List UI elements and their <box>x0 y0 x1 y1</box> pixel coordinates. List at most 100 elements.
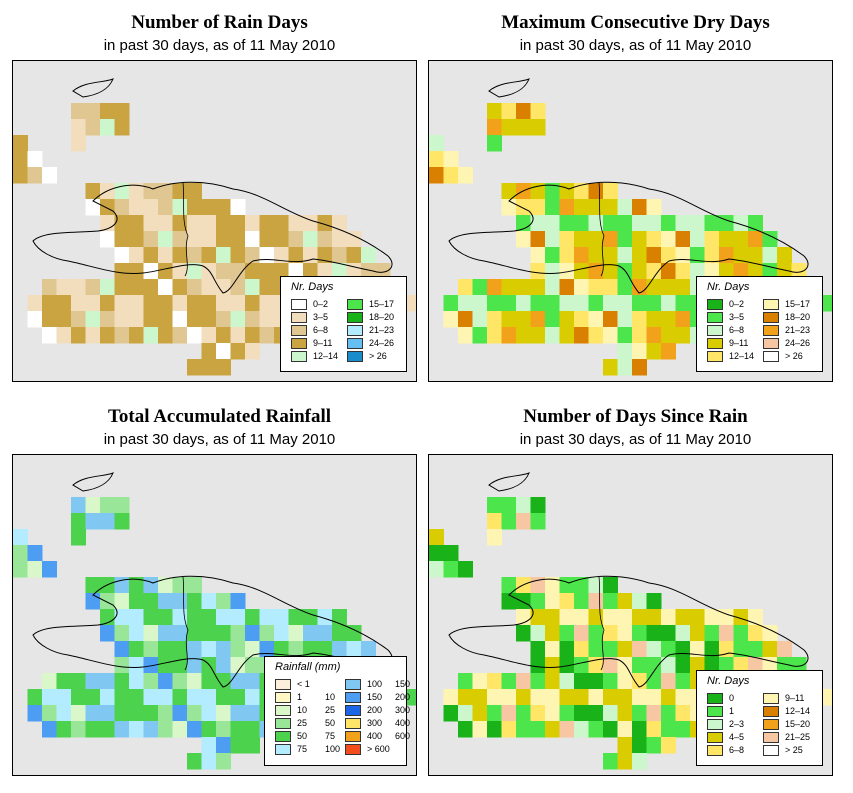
legend-label: 0–2 <box>313 299 329 309</box>
grid-cell <box>27 561 43 578</box>
grid-cell <box>129 231 144 248</box>
grid-cell <box>661 279 676 296</box>
grid-cell <box>632 721 647 738</box>
grid-cell <box>661 327 676 344</box>
grid-cell <box>530 263 546 280</box>
grid-cell <box>603 689 618 706</box>
grid-cell <box>588 705 604 722</box>
island-outline <box>72 472 114 492</box>
grid-cell <box>42 295 57 312</box>
grid-cell <box>187 199 202 216</box>
grid-cell <box>201 641 217 658</box>
grid-cell <box>230 311 246 328</box>
grid-cell <box>85 311 101 328</box>
grid-cell <box>404 689 416 706</box>
grid-cell <box>632 263 647 280</box>
grid-cell <box>748 263 763 280</box>
grid-cell <box>487 689 502 706</box>
grid-cell <box>661 295 676 312</box>
grid-cell <box>545 295 560 312</box>
grid-cell <box>675 609 691 626</box>
grid-cell <box>143 231 159 248</box>
grid-cell <box>71 513 86 530</box>
grid-cell <box>429 167 444 184</box>
grid-cell <box>733 263 749 280</box>
grid-cell <box>143 593 159 610</box>
grid-cell <box>230 199 246 216</box>
grid-cell <box>733 641 749 658</box>
grid-cell <box>661 721 676 738</box>
grid-cell <box>201 705 217 722</box>
coastline <box>448 181 809 294</box>
grid-cell <box>187 721 202 738</box>
grid-cell <box>603 753 618 770</box>
legend-label: 21–23 <box>369 325 395 335</box>
grid-cell <box>230 641 246 658</box>
grid-cell <box>516 497 531 514</box>
grid-cell <box>545 705 560 722</box>
grid-cell <box>458 561 473 578</box>
legend-label: 100 <box>367 679 383 689</box>
hispaniola-grid-map <box>13 78 416 376</box>
legend-label-upper: 50 <box>325 718 336 728</box>
grid-cell <box>114 705 130 722</box>
grid-cell <box>56 689 72 706</box>
grid-cell <box>201 231 217 248</box>
grid-cell <box>530 295 546 312</box>
legend-label: 10 <box>297 705 308 715</box>
grid-cell <box>216 295 231 312</box>
grid-cell <box>129 199 144 216</box>
legend-label: 18–20 <box>369 312 395 322</box>
grid-cell <box>588 311 604 328</box>
grid-cell <box>617 199 633 216</box>
grid-cell <box>487 279 502 296</box>
grid-cell <box>733 231 749 248</box>
legend-label-upper: 200 <box>395 692 411 702</box>
grid-cell <box>530 247 546 264</box>
legend-swatch <box>347 312 363 323</box>
grid-cell <box>704 641 720 658</box>
grid-cell <box>230 721 246 738</box>
grid-cell <box>172 279 188 296</box>
grid-cell <box>719 625 734 642</box>
map-frame <box>428 454 833 776</box>
grid-cell <box>675 689 691 706</box>
grid-cell <box>187 657 202 674</box>
grid-cell <box>603 279 618 296</box>
grid-cell <box>114 657 130 674</box>
grid-cell <box>100 327 115 344</box>
grid-cell <box>13 545 28 562</box>
grid-cell <box>216 753 231 770</box>
map-legend: Rainfall (mm) < 1 1 10 10 25 25 50 50 75 75 100 100… <box>264 656 411 766</box>
grid-cell <box>791 263 807 280</box>
grid-cell <box>574 279 589 296</box>
grid-cell <box>574 721 589 738</box>
grid-cell <box>317 215 333 232</box>
hispaniola-grid-map <box>429 472 832 770</box>
grid-cell <box>201 737 217 754</box>
grid-cell <box>259 263 275 280</box>
grid-cell <box>361 247 376 264</box>
grid-cell <box>346 247 362 264</box>
grid-cell <box>458 327 473 344</box>
grid-cell <box>201 343 217 360</box>
grid-cell <box>559 577 575 594</box>
grid-cell <box>472 689 488 706</box>
legend-label: 200 <box>367 705 383 715</box>
grid-cell <box>545 689 560 706</box>
grid-cell <box>143 609 159 626</box>
legend-swatch <box>763 325 779 336</box>
grid-cell <box>487 311 502 328</box>
grid-cell <box>201 721 217 738</box>
coastline <box>32 181 393 294</box>
grid-cell <box>820 689 832 706</box>
grid-cell <box>85 721 101 738</box>
grid-cell <box>216 327 231 344</box>
grid-cell <box>56 673 72 690</box>
grid-cell <box>690 231 705 248</box>
grid-cell <box>646 295 662 312</box>
grid-cell <box>187 183 202 200</box>
grid-cell <box>201 215 217 232</box>
grid-cell <box>617 721 633 738</box>
grid-cell <box>114 689 130 706</box>
